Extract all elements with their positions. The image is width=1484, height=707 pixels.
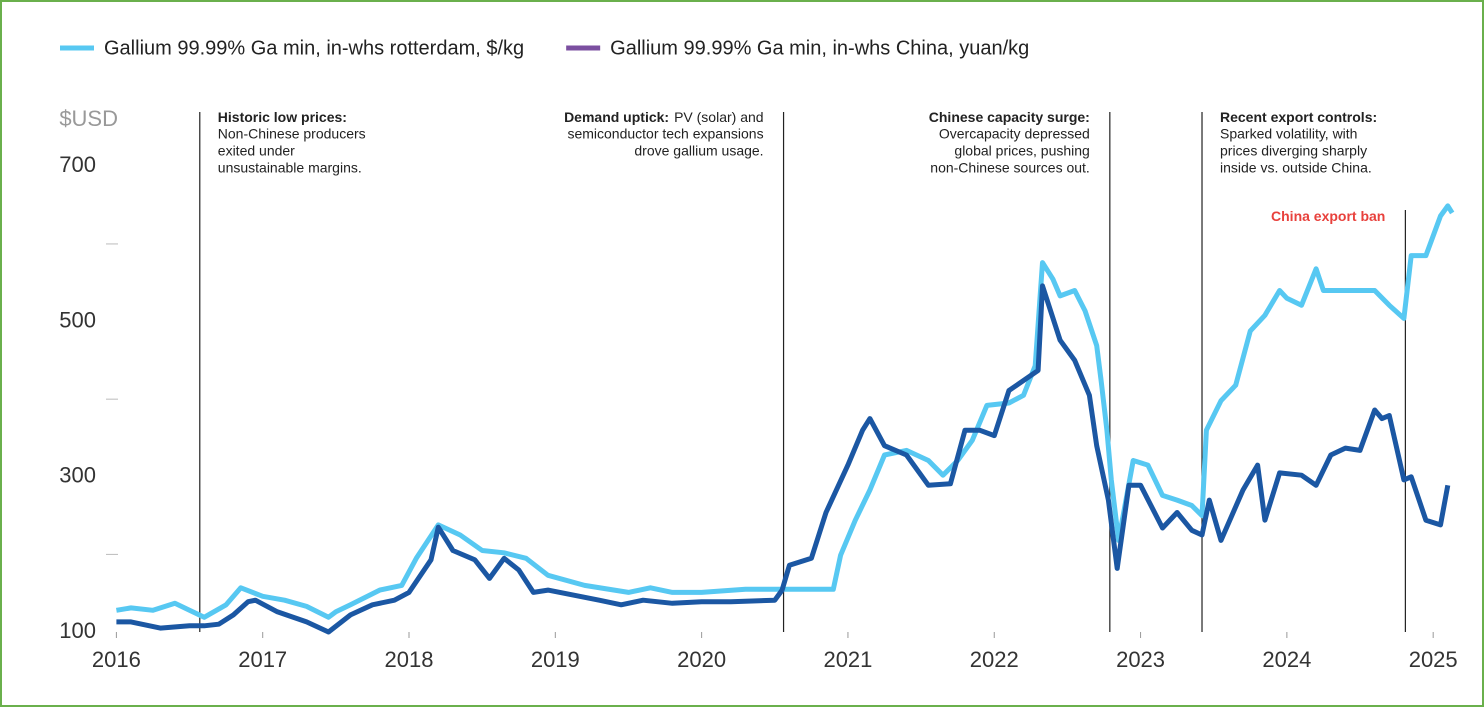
annotation-line-text: PV (solar) and <box>674 109 763 125</box>
annotation-title: Demand uptick: <box>564 109 669 125</box>
x-tick-label: 2016 <box>92 647 141 672</box>
y-axis-label: $USD <box>59 106 118 131</box>
annotation-line-text: semiconductor tech expansions <box>567 126 763 142</box>
annotation-line-text: prices diverging sharply <box>1220 143 1367 159</box>
annotation-text: Recent export controls: <box>1220 109 1377 125</box>
annotation-line-text: global prices, pushing <box>954 143 1089 159</box>
y-tick-label: 300 <box>59 463 96 488</box>
annotation-title: China export ban <box>1271 208 1385 224</box>
legend-label: Gallium 99.99% Ga min, in-whs China, yua… <box>610 37 1029 59</box>
series-line <box>115 203 1455 620</box>
x-tick-label: 2021 <box>823 647 872 672</box>
x-tick-label: 2025 <box>1409 647 1458 672</box>
x-tick-label: 2022 <box>970 647 1019 672</box>
annotation-text: Demand uptick: PV (solar) and <box>564 109 764 125</box>
x-tick-label: 2024 <box>1262 647 1311 672</box>
annotation-line-text: Non-Chinese producers <box>218 126 366 142</box>
annotation-title: Historic low prices: <box>218 109 347 125</box>
x-tick-label: 2020 <box>677 647 726 672</box>
y-tick-label: 500 <box>59 307 96 332</box>
y-tick-label: 700 <box>59 152 96 177</box>
annotation-line-text: unsustainable margins. <box>218 160 362 176</box>
annotation-text: Chinese capacity surge: <box>929 109 1090 125</box>
annotation-text: China export ban <box>1271 208 1385 224</box>
annotation-line-text: non-Chinese sources out. <box>930 160 1090 176</box>
annotation-line-text: inside vs. outside China. <box>1220 160 1372 176</box>
x-tick-label: 2019 <box>531 647 580 672</box>
y-tick-label: 100 <box>59 618 96 643</box>
annotation-line-text: Overcapacity depressed <box>939 126 1090 142</box>
x-tick-label: 2023 <box>1116 647 1165 672</box>
x-tick-label: 2018 <box>385 647 434 672</box>
legend-label: Gallium 99.99% Ga min, in-whs rotterdam,… <box>104 37 524 59</box>
annotation-title: Recent export controls: <box>1220 109 1377 125</box>
annotation-line-text: drove gallium usage. <box>634 143 763 159</box>
annotation-line-text: Sparked volatility, with <box>1220 126 1357 142</box>
series-line <box>116 283 1451 635</box>
annotation-title: Chinese capacity surge: <box>929 109 1090 125</box>
annotation-line-text: exited under <box>218 143 295 159</box>
x-tick-label: 2017 <box>238 647 287 672</box>
annotation-text: Historic low prices: <box>218 109 347 125</box>
